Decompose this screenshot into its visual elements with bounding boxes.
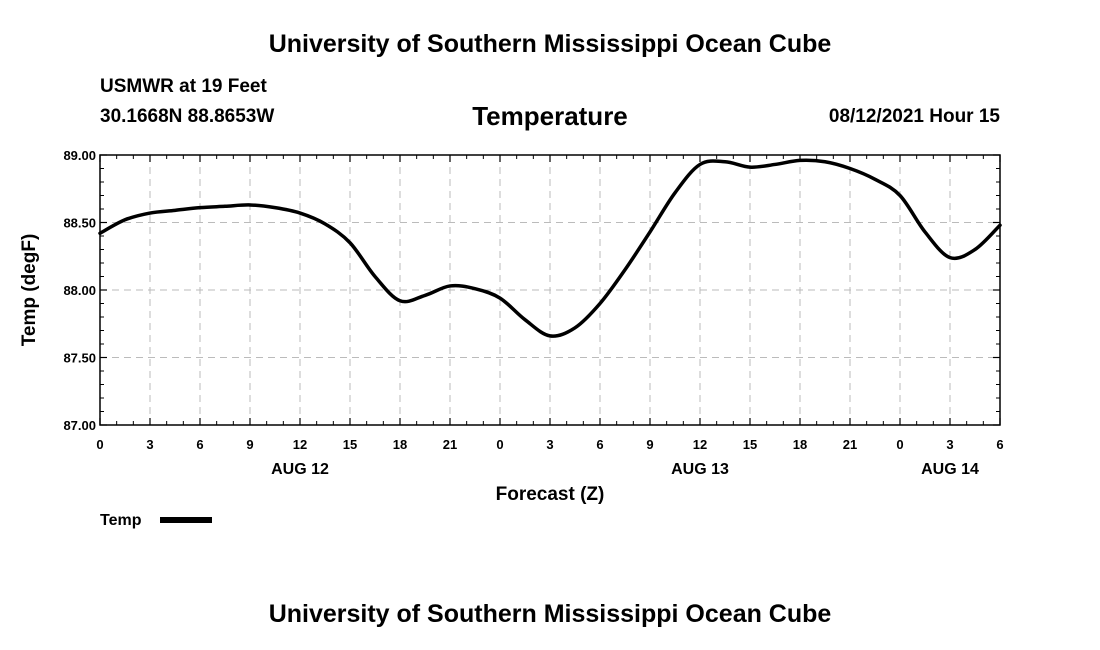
plot-frame (99, 154, 1001, 426)
x-tick-label: 21 (843, 437, 857, 452)
x-tick-label: 12 (293, 437, 307, 452)
x-tick-label: 9 (646, 437, 653, 452)
x-tick-label: 3 (546, 437, 553, 452)
label-layer: 0 3 6 9 12 15 18 21 0 3 6 9 12 15 18 21 0 3 6 87.00 87.50 88.… (63, 148, 1003, 478)
y-tick-label: 89.00 (63, 148, 96, 163)
temp-series-line (98, 158, 1002, 338)
forecast-run-time: 08/12/2021 Hour 15 (828, 106, 1000, 127)
x-tick-label: 15 (743, 437, 757, 452)
y-tick-label: 88.00 (63, 283, 96, 298)
x-tick-label: 0 (96, 437, 103, 452)
x-tick-label: 15 (343, 437, 357, 452)
y-tick-label: 87.00 (63, 418, 96, 433)
x-tick-label: 0 (896, 437, 903, 452)
x-tick-label: 0 (496, 437, 503, 452)
x-tick-label: 21 (443, 437, 457, 452)
y-tick-label: 87.50 (63, 351, 96, 366)
date-label: AUG 12 (271, 461, 329, 478)
y-axis-title: Temp (degF) (19, 234, 40, 347)
grid-layer (100, 155, 1000, 425)
station-coordinates: 30.1668N 88.8653W (100, 106, 275, 127)
date-label: AUG 14 (921, 461, 979, 478)
x-tick-label: 12 (693, 437, 707, 452)
x-tick-label: 6 (596, 437, 603, 452)
x-tick-label: 6 (996, 437, 1003, 452)
x-tick-label: 9 (246, 437, 253, 452)
x-axis-title: Forecast (Z) (496, 484, 605, 505)
footer-title: University of Southern Mississippi Ocean… (268, 600, 832, 628)
y-tick-label: 88.50 (63, 216, 96, 231)
chart-title: Temperature (472, 101, 628, 131)
header-title: University of Southern Mississippi Ocean… (268, 30, 832, 58)
legend: Temp (100, 512, 212, 529)
station-name: USMWR at 19 Feet (100, 76, 267, 97)
x-tick-label: 3 (946, 437, 953, 452)
legend-label: Temp (100, 512, 142, 529)
date-label: AUG 13 (671, 461, 729, 478)
x-tick-label: 18 (393, 437, 407, 452)
x-tick-label: 6 (196, 437, 203, 452)
x-tick-label: 18 (793, 437, 807, 452)
x-tick-label: 3 (146, 437, 153, 452)
